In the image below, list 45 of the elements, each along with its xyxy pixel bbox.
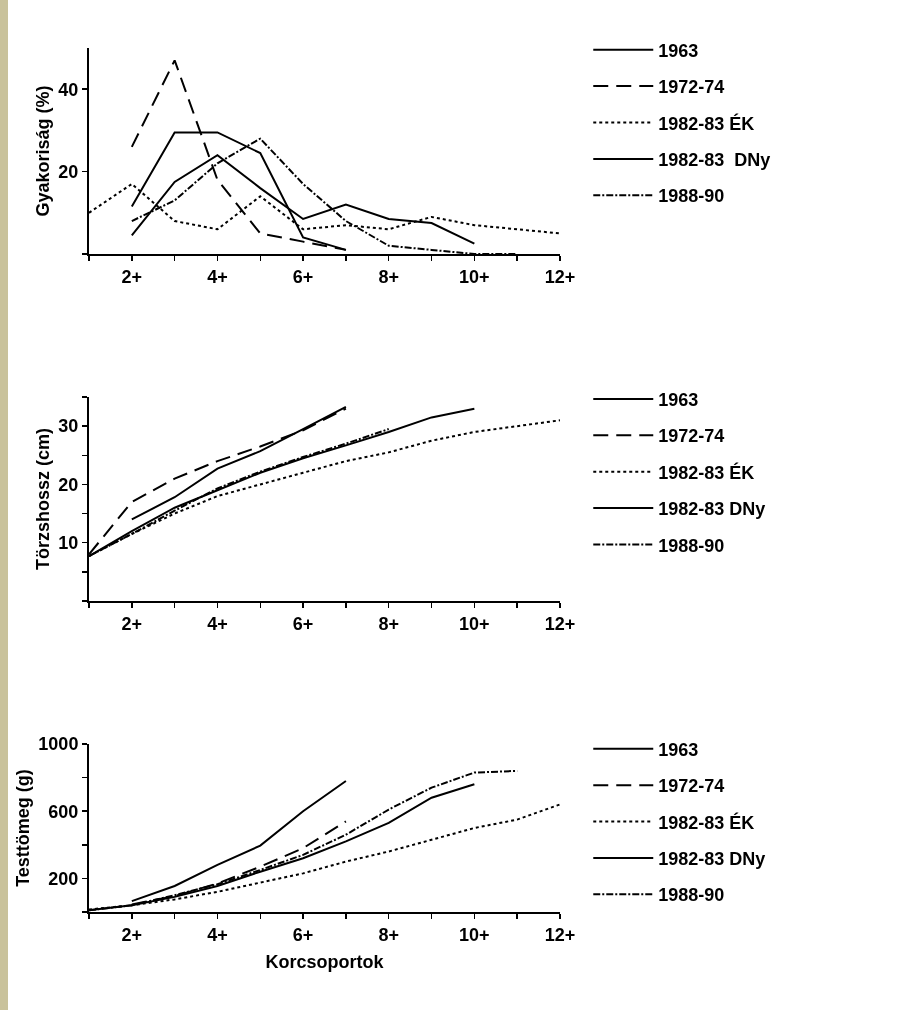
x-tick-label: 6+: [292, 613, 314, 634]
legend-label: 1982-83 DNy: [658, 499, 766, 520]
x-tick-label: 6+: [292, 266, 314, 287]
y-tick-label: 20: [58, 161, 79, 182]
x-tick-label: 4+: [207, 924, 228, 945]
legend-label: 1972-74: [658, 77, 725, 98]
x-tick-label: 2+: [121, 266, 143, 287]
x-tick-label: 4+: [207, 266, 228, 287]
y-tick-label: 20: [58, 474, 79, 495]
legend-label: 1972-74: [658, 426, 725, 447]
y-tick-label: 200: [48, 868, 79, 889]
x-tick-label: 12+: [544, 924, 576, 945]
y-tick-label: 30: [58, 416, 79, 437]
legend-label: 1982-83 DNy: [658, 149, 771, 170]
y-tick-label: 600: [48, 801, 79, 822]
y-axis-title: Törzshossz (cm): [33, 427, 54, 571]
y-axis-title: Testtömeg (g): [13, 769, 34, 887]
legend-label: 1963: [658, 40, 699, 61]
x-tick-label: 12+: [544, 266, 576, 287]
x-tick-label: 8+: [378, 266, 399, 287]
legend-label: 1963: [658, 389, 699, 410]
y-axis-title: Gyakoriság (%): [33, 85, 54, 217]
legend-label: 1982-83 DNy: [658, 848, 766, 869]
legend-label: 1972-74: [658, 776, 725, 797]
legend-label: 1988-90: [658, 186, 725, 207]
x-tick-label: 10+: [459, 613, 490, 634]
x-tick-label: 10+: [459, 924, 490, 945]
legend-label: 1982-83 ÉK: [658, 461, 755, 483]
y-tick-label: 1000: [38, 734, 79, 755]
x-tick-label: 6+: [292, 924, 314, 945]
x-tick-label: 8+: [378, 613, 399, 634]
x-tick-label: 4+: [207, 613, 228, 634]
x-tick-label: 2+: [121, 613, 143, 634]
x-tick-label: 12+: [544, 613, 576, 634]
legend-label: 1982-83 ÉK: [658, 112, 755, 134]
legend-label: 1988-90: [658, 885, 725, 906]
x-tick-label: 8+: [378, 924, 399, 945]
x-tick-label: 2+: [121, 924, 143, 945]
legend-label: 1963: [658, 739, 699, 760]
x-axis-title: Korcsoportok: [265, 952, 385, 973]
x-tick-label: 10+: [459, 266, 490, 287]
legend-label: 1982-83 ÉK: [658, 811, 755, 833]
y-tick-label: 10: [58, 533, 79, 554]
legend-label: 1988-90: [658, 535, 725, 556]
y-tick-label: 40: [58, 79, 79, 100]
